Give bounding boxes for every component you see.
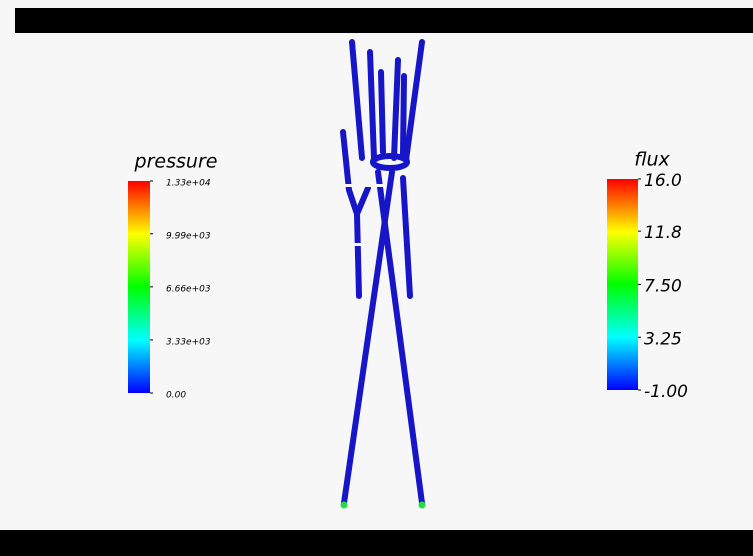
colorbar-label: 3.25: [644, 329, 682, 349]
colorbar-label: -1.00: [644, 382, 688, 402]
colorbar: [128, 181, 150, 393]
viewport: pressure 1.33e+04 9.99e+03 6.66e+03 3.33e+03…: [0, 0, 753, 556]
colorbar-label: 1.33e+04: [166, 179, 211, 189]
colorbar-label: 11.8: [644, 223, 682, 243]
colorbar-label: 6.66e+03: [166, 284, 211, 294]
colorbar-title: flux: [634, 149, 670, 171]
colorbar-label: 0.00: [166, 391, 186, 401]
colorbar-label: 9.99e+03: [166, 231, 211, 241]
colorbar-label: 7.50: [644, 277, 682, 297]
colorbar-label: 3.33e+03: [166, 337, 211, 347]
colorbar: [607, 179, 638, 390]
top-bar: [15, 8, 753, 33]
bottom-bar: [0, 530, 753, 556]
colorbar-title: pressure: [134, 151, 218, 173]
colorbar-label: 16.0: [644, 171, 682, 191]
